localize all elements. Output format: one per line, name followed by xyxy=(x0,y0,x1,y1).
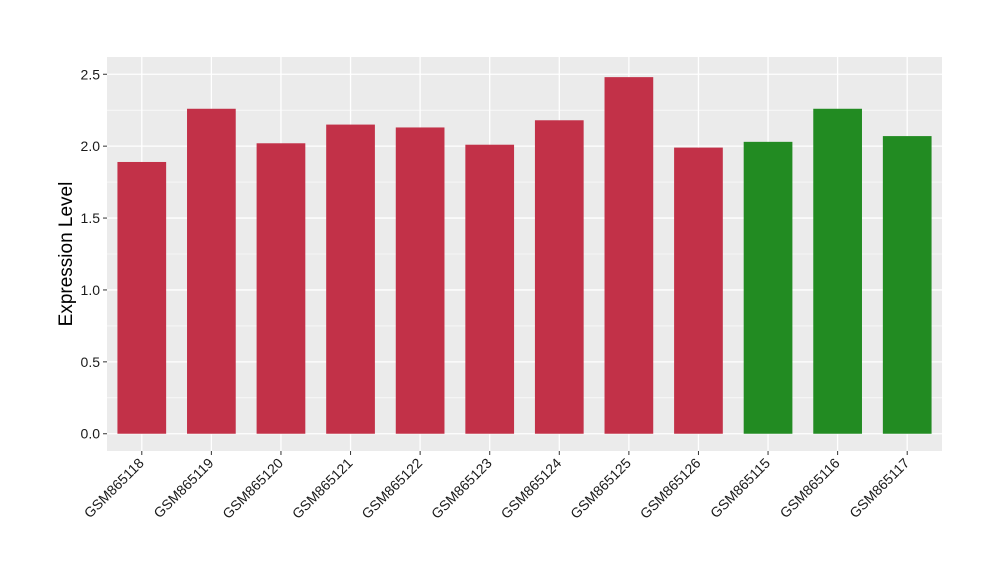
bar-GSM865121 xyxy=(326,124,375,434)
y-axis: 0.0 0.5 1.0 1.5 2.0 2.5 xyxy=(81,66,107,442)
bar-GSM865124 xyxy=(534,120,584,434)
bar-GSM865126 xyxy=(674,147,723,434)
y-axis-title: Expression Level xyxy=(56,182,77,327)
bar-GSM865120 xyxy=(256,143,306,434)
y-tick-label: 2.0 xyxy=(81,138,101,154)
bar-GSM865125 xyxy=(604,77,654,434)
bar-GSM865118 xyxy=(117,161,167,434)
bar-GSM865122 xyxy=(395,127,445,434)
bar-GSM865119 xyxy=(187,108,236,434)
bar-series xyxy=(117,77,932,434)
bar-GSM865116 xyxy=(813,108,862,434)
bar-GSM865115 xyxy=(743,141,793,434)
y-tick-label: 2.5 xyxy=(81,66,101,82)
y-tick-label: 0.5 xyxy=(81,354,101,370)
y-tick-label: 1.5 xyxy=(81,210,101,226)
y-tick-label: 0.0 xyxy=(81,426,101,442)
bar-GSM865117 xyxy=(882,136,932,434)
y-tick-label: 1.0 xyxy=(81,282,101,298)
bar-GSM865123 xyxy=(465,144,515,434)
